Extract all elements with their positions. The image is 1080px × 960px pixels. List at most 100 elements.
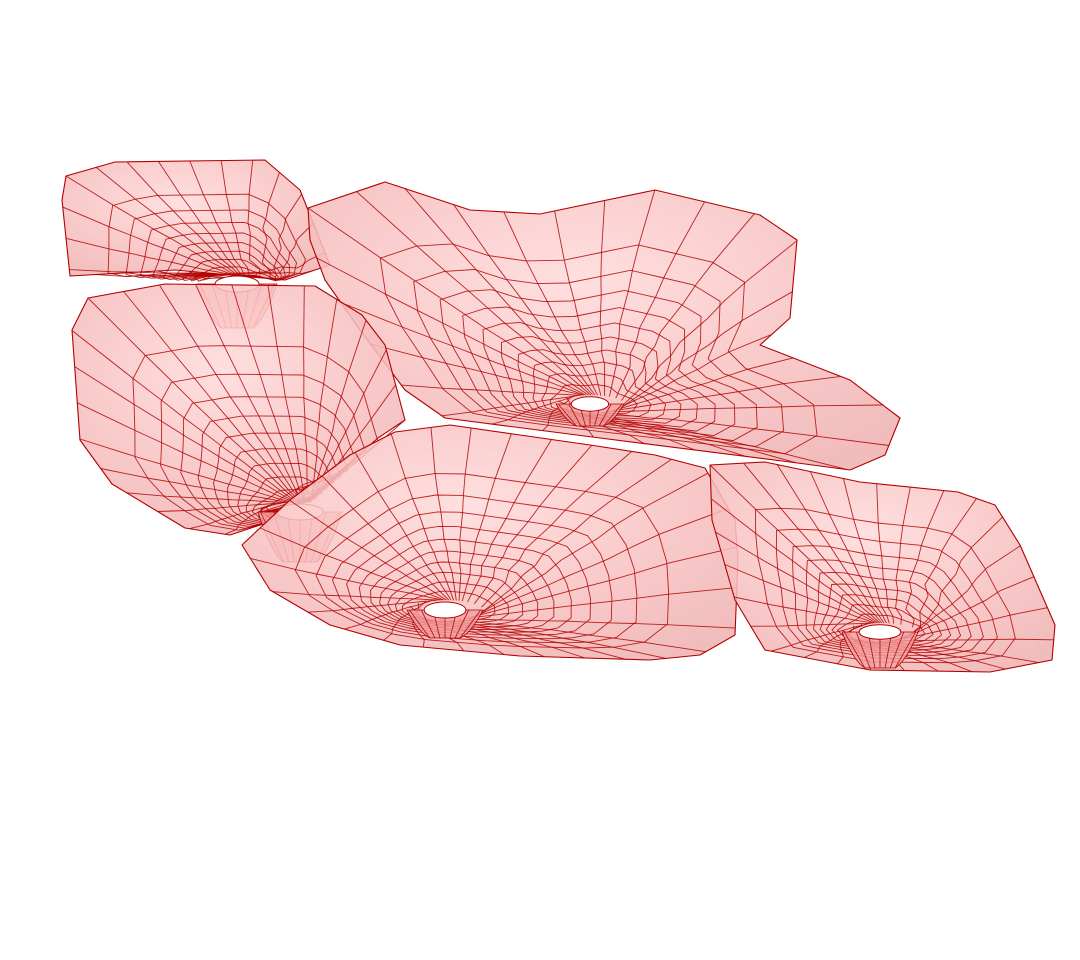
mesh-ring	[805, 559, 972, 654]
funnel-surface-bottom-center[interactable]	[241, 424, 739, 661]
neck-line	[557, 403, 577, 427]
mesh-spoke	[461, 433, 512, 602]
funnel-surface-bottom-right[interactable]	[709, 461, 1056, 673]
neck-line	[855, 631, 871, 669]
mesh-ring	[754, 507, 1016, 664]
mesh-spoke	[65, 175, 234, 275]
mesh-spoke	[750, 622, 872, 627]
mesh-spoke	[159, 284, 303, 503]
mesh-ring	[439, 289, 758, 442]
mesh-ring	[294, 473, 670, 649]
mesh-ring	[370, 550, 555, 630]
mesh-spoke	[250, 557, 443, 601]
funnel-surface-bottom-center-opening	[423, 601, 467, 619]
mesh-ring	[332, 511, 613, 640]
mesh-spoke	[307, 207, 589, 396]
mesh-spoke	[95, 167, 236, 275]
funnel-surface-top-right[interactable]	[307, 181, 901, 471]
mesh-spoke	[471, 546, 738, 618]
neck-line	[894, 631, 917, 669]
mesh-spoke	[457, 618, 706, 653]
mesh-spoke	[542, 396, 572, 431]
mesh-spoke	[255, 222, 314, 276]
mesh-spoke	[903, 545, 1021, 640]
mesh-ring	[482, 322, 716, 432]
mesh-spoke	[601, 412, 889, 446]
funnel-surface-bottom-right-opening	[858, 624, 902, 640]
mesh-spoke	[316, 257, 587, 396]
mesh-spoke	[709, 464, 881, 624]
neck-line	[420, 609, 436, 639]
mesh-spoke	[126, 161, 239, 275]
mesh-spoke	[390, 433, 455, 601]
mesh-spoke	[554, 210, 602, 396]
mesh-spoke	[195, 284, 304, 503]
mesh-spoke	[189, 502, 282, 530]
mesh-ring	[532, 361, 667, 421]
funnel-surface-top-left-body	[61, 159, 331, 281]
mesh-ring	[125, 209, 297, 281]
mesh-spoke	[71, 330, 298, 503]
mesh-spoke	[65, 237, 229, 275]
mesh-ring	[162, 242, 283, 281]
mesh-spoke	[467, 439, 552, 603]
mesh-spoke	[468, 587, 737, 619]
mesh-spoke	[453, 204, 596, 396]
mesh-spoke	[481, 458, 672, 613]
mesh-spoke	[905, 490, 945, 628]
mesh-spoke	[126, 492, 289, 503]
mesh-spoke	[189, 160, 245, 275]
mesh-spoke	[261, 172, 280, 279]
neck-line	[459, 609, 481, 639]
mesh-spoke	[157, 502, 286, 512]
mesh-spoke	[289, 499, 447, 601]
mesh-ring	[462, 306, 736, 437]
mesh-spoke	[909, 516, 1003, 638]
mesh-spoke	[599, 200, 606, 396]
mesh-spoke	[340, 302, 585, 396]
mesh-spoke	[619, 291, 793, 409]
mesh-spoke	[354, 452, 452, 601]
mesh-spoke	[612, 357, 794, 412]
mesh-spoke	[776, 464, 885, 624]
neck-line	[454, 609, 470, 639]
mesh-spoke	[303, 285, 312, 503]
neck-line	[603, 403, 623, 427]
mesh-spoke	[770, 622, 870, 652]
mesh-spoke	[259, 527, 445, 601]
mesh-ring	[549, 384, 638, 415]
mesh-spoke	[608, 189, 656, 397]
mesh-ring	[190, 266, 277, 282]
mesh-spoke	[158, 161, 242, 275]
mesh-ring	[139, 221, 290, 281]
mesh-spoke	[614, 334, 772, 411]
mesh-spoke	[474, 507, 729, 617]
mesh-spoke	[804, 623, 867, 658]
mesh-spoke	[221, 252, 326, 276]
mesh-spoke	[430, 427, 457, 601]
mesh-spoke	[272, 591, 440, 601]
mesh-ring	[775, 528, 998, 660]
mesh-spoke	[743, 462, 883, 624]
mesh-spoke	[715, 531, 877, 624]
mesh-ring	[379, 243, 818, 455]
mesh-spoke	[62, 206, 231, 275]
mesh-spoke	[220, 160, 250, 275]
mesh-spoke	[876, 483, 895, 624]
mesh-spoke	[321, 475, 450, 601]
mesh-spoke	[267, 285, 308, 503]
mesh-spoke	[458, 427, 472, 601]
mesh-spoke	[307, 599, 437, 613]
mesh-spoke	[370, 343, 583, 396]
mesh-spoke	[607, 404, 883, 413]
mesh-spoke	[463, 618, 736, 629]
mesh-ring	[315, 494, 638, 644]
mesh-spoke	[123, 291, 301, 503]
mesh-ring	[541, 373, 652, 417]
mesh-spoke	[383, 601, 426, 641]
mesh-ring	[517, 349, 682, 424]
mesh-spoke	[404, 188, 594, 396]
mesh-spoke	[69, 269, 226, 275]
neck-line	[598, 403, 612, 427]
